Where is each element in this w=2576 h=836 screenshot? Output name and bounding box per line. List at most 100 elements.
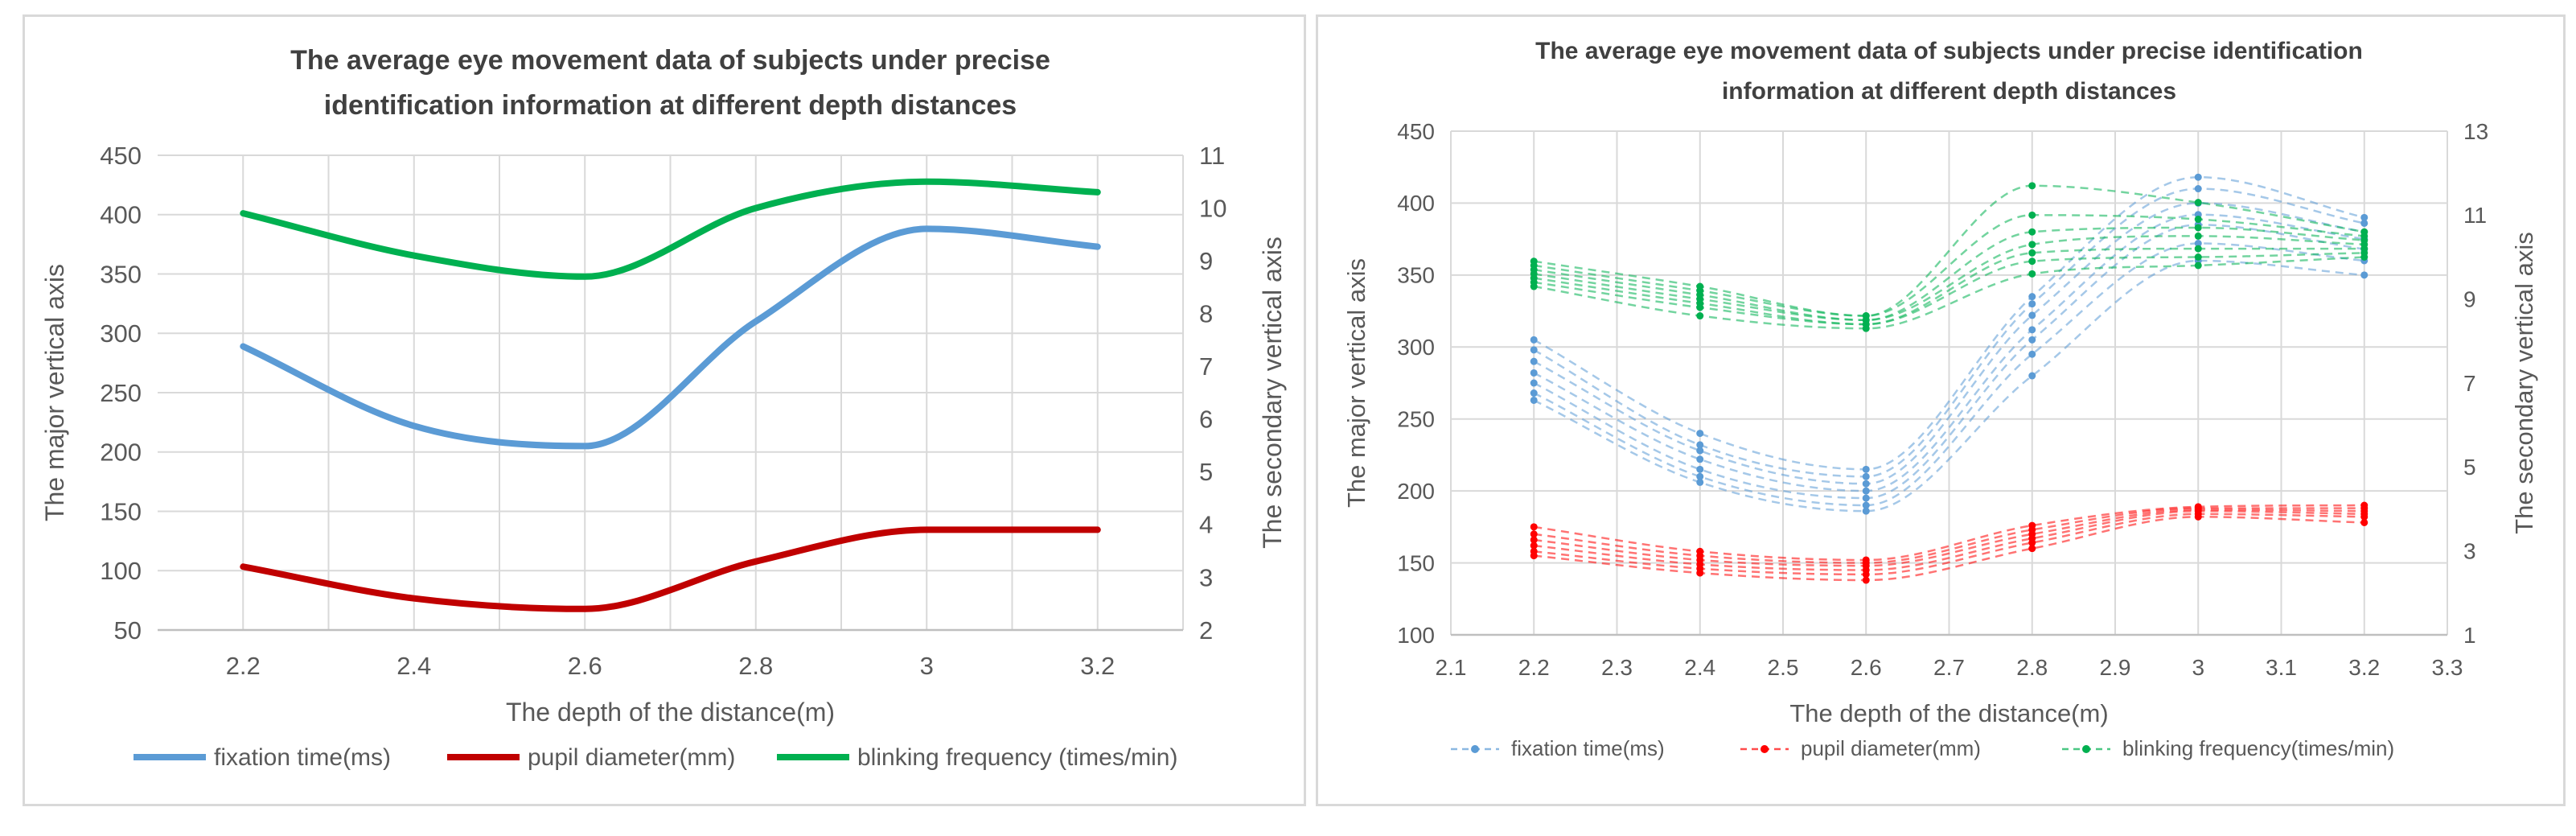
series-marker: [1530, 536, 1538, 544]
series-run-line: [1534, 252, 2364, 326]
x-tick-label: 3.2: [2348, 655, 2380, 680]
series-marker: [1696, 465, 1704, 473]
series-run-line: [1533, 213, 2364, 492]
y2-tick-label: 2: [1199, 616, 1213, 645]
series-marker: [1530, 346, 1538, 354]
series-marker: [1696, 303, 1704, 311]
y2-tick-label: 11: [2463, 203, 2487, 228]
series-marker: [1696, 430, 1704, 438]
legend-label: fixation time(ms): [214, 744, 391, 771]
series-run-line: [1534, 226, 2364, 322]
y2-tick-label: 9: [1199, 247, 1213, 275]
right-chart-svg: The average eye movement data of subject…: [1342, 38, 2538, 760]
series-marker: [2028, 539, 2036, 547]
legend-marker: [2082, 745, 2090, 753]
series-marker: [2028, 211, 2036, 219]
y2-tick-label: 4: [1199, 511, 1213, 539]
series-marker: [2028, 270, 2036, 278]
series-marker: [1530, 282, 1538, 290]
series-marker: [1862, 507, 1870, 515]
series-marker: [2028, 241, 2036, 249]
y-tick-label: 250: [100, 379, 142, 407]
series-marker: [2194, 232, 2202, 240]
y-tick-label: 400: [100, 201, 142, 229]
legend-label: pupil diameter(mm): [1801, 736, 1981, 760]
y2-tick-label: 6: [1199, 406, 1213, 434]
series-line: [240, 178, 1101, 280]
series-marker: [2194, 199, 2202, 207]
series-marker: [2028, 326, 2036, 334]
series-marker: [2360, 513, 2369, 521]
x-axis-title: The depth of the distance(m): [1789, 699, 2108, 727]
y-tick-label: 100: [100, 557, 142, 585]
chart-title-line: information at different depth distances: [1722, 78, 2176, 105]
series-marker: [2028, 350, 2036, 358]
series-marker: [1696, 312, 1704, 320]
series-marker: [1530, 542, 1538, 550]
y2-tick-label: 7: [1199, 352, 1213, 381]
x-tick-label: 3.2: [1080, 652, 1115, 680]
y-tick-label: 300: [1397, 335, 1435, 360]
series-run-line: [1534, 513, 2364, 576]
series-marker: [2028, 257, 2036, 266]
y-tick-label: 400: [1397, 191, 1435, 216]
series-marker: [2028, 545, 2036, 553]
series-marker: [2194, 224, 2202, 232]
left-chart-panel: The average eye movement data of subject…: [23, 14, 1306, 806]
series-lines: [240, 178, 1101, 612]
y-tick-label: 350: [100, 260, 142, 288]
chart-title-line: identification information at different …: [324, 90, 1017, 121]
series-marker: [1696, 447, 1704, 455]
x-tick-label: 2.3: [1601, 655, 1633, 680]
y2-tick-label: 10: [1199, 194, 1226, 222]
series-lines: [1530, 173, 2369, 584]
series-marker: [2194, 245, 2202, 253]
y2-tick-label: 8: [1199, 300, 1213, 328]
series-marker: [2028, 372, 2036, 380]
x-axis-title: The depth of the distance(m): [506, 698, 835, 727]
series-marker: [1862, 324, 1870, 332]
series-marker: [2028, 228, 2036, 236]
legend: fixation time(ms) pupil diameter(mm) blink…: [134, 744, 1177, 771]
series-run-line: [1533, 175, 2365, 471]
y-tick-label: 450: [1397, 119, 1435, 144]
legend-marker: [1471, 745, 1479, 753]
x-tick-label: 2.6: [568, 652, 602, 680]
series-marker: [2360, 518, 2369, 526]
legend-label: fixation time(ms): [1511, 736, 1665, 760]
series-run-line: [1534, 507, 2364, 564]
series-run-line: [1534, 214, 2364, 317]
y-tick-label: 450: [100, 142, 142, 170]
series-marker: [1530, 369, 1538, 377]
y2-tick-label: 3: [1199, 563, 1213, 591]
x-tick-label: 2.4: [396, 652, 431, 680]
series-marker: [2194, 240, 2202, 248]
series-line: [240, 225, 1101, 450]
y-tick-label: 250: [1397, 407, 1435, 432]
series-marker: [1696, 455, 1704, 463]
y2-axis-title: The secondary vertical axis: [2510, 232, 2538, 534]
series-run-line: [1533, 187, 2365, 478]
series-marker: [1696, 472, 1704, 480]
series-marker: [1862, 501, 1870, 509]
y-tick-label: 50: [114, 616, 142, 645]
y2-tick-label: 1: [2463, 623, 2476, 648]
gridlines: [158, 154, 1184, 631]
series-marker: [1862, 487, 1870, 495]
series-marker: [1862, 472, 1870, 480]
y-axis-title: The major vertical axis: [40, 264, 69, 521]
y-tick-label: 350: [1397, 263, 1435, 288]
series-marker: [1530, 379, 1538, 387]
series-marker: [2360, 253, 2369, 261]
series-run-line: [1534, 516, 2364, 582]
x-tick-label: 2.7: [1933, 655, 1965, 680]
x-tick-label: 3: [920, 652, 934, 680]
series-run-line: [1534, 247, 2364, 326]
chart-title-line: The average eye movement data of subject…: [1535, 38, 2363, 64]
y2-tick-label: 9: [2463, 286, 2476, 311]
series-marker: [2194, 253, 2202, 261]
y2-tick-label: 5: [2463, 455, 2476, 480]
series-marker: [1696, 441, 1704, 449]
series-marker: [2028, 293, 2036, 301]
y2-tick-label: 7: [2463, 371, 2476, 396]
